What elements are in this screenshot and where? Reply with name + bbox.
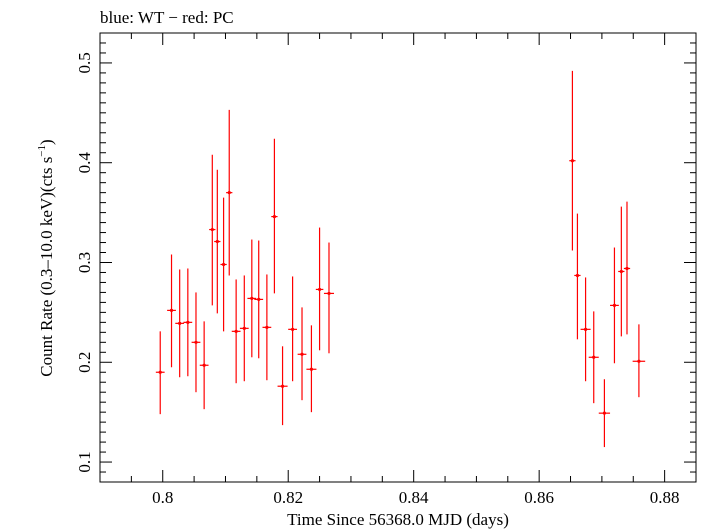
data-point [271,138,278,294]
data-point [306,325,317,413]
plot-frame [99,32,697,483]
data-point [574,213,581,340]
x-tick-label: 0.88 [650,488,680,507]
x-tick-label: 0.8 [152,488,173,507]
data-point [167,254,176,368]
y-axis-label-main: Count Rate (0.3–10.0 keV)(cts s [37,157,56,377]
data-point [247,239,257,358]
point-marker [327,291,331,296]
y-axis-label-sup: −1 [36,145,48,157]
point-marker [158,370,162,374]
data-point [254,240,264,359]
data-point [610,247,619,364]
point-marker [300,352,304,356]
point-marker [612,303,617,307]
data-point [580,277,591,382]
data-point [231,279,241,384]
point-marker [317,287,322,292]
data-point [315,227,324,351]
y-tick-label: 0.2 [75,352,94,373]
point-marker [227,191,231,195]
point-marker [194,340,198,344]
point-marker [215,239,219,244]
point-marker [592,355,596,359]
data-point [175,269,185,378]
chart-title: blue: WT − red: PC [100,8,234,27]
point-marker [234,329,238,333]
y-tick-label: 0.5 [75,52,94,73]
point-marker [202,363,206,367]
point-marker [250,296,254,301]
y-tick-label: 0.4 [75,152,94,174]
data-point [323,242,335,354]
data-point [183,268,193,377]
data-point [598,379,611,448]
data-point [288,276,297,382]
point-marker [309,367,314,371]
data-point [214,169,221,314]
data-point [623,201,631,335]
point-marker [186,320,190,324]
y-tick-label: 0.3 [75,252,94,273]
y-tick-labels: 0.1 0.2 0.3 0.4 0.5 [75,52,94,472]
point-marker [242,326,246,330]
data-point [277,346,288,426]
data-point [199,321,209,410]
x-tick-label: 0.86 [524,488,554,507]
point-marker [575,273,580,278]
axis-ticks [99,32,697,483]
data-point [618,206,625,337]
point-marker [570,159,575,163]
x-tick-label: 0.82 [273,488,303,507]
data-point [220,197,227,332]
x-tick-labels: 0.8 0.82 0.84 0.86 0.88 [152,488,679,507]
data-point [569,70,576,251]
point-marker [265,325,269,329]
point-marker [619,269,623,274]
point-marker [583,327,588,331]
point-marker [178,321,182,325]
point-marker [291,327,295,331]
point-marker [221,262,226,267]
point-marker [602,411,607,415]
data-point [209,154,216,306]
point-marker [257,297,261,302]
y-axis-label-close: ) [37,139,56,145]
data-point [226,109,233,276]
x-axis-label: Time Since 56368.0 MJD (days) [287,510,509,529]
point-marker [625,266,629,271]
data-point [239,275,249,382]
data-point [155,331,165,415]
data-point [297,307,307,401]
point-marker [272,214,277,219]
x-tick-label: 0.84 [399,488,429,507]
point-marker [637,359,641,363]
point-marker [280,384,285,388]
y-tick-label: 0.1 [75,451,94,472]
data-point [191,292,201,393]
point-marker [169,308,174,312]
data-point [588,311,599,404]
point-marker [210,227,214,232]
data-point [262,274,272,381]
y-axis-label: Count Rate (0.3–10.0 keV)(cts s−1) [36,139,56,376]
data-points [155,70,646,448]
data-point [632,324,646,398]
